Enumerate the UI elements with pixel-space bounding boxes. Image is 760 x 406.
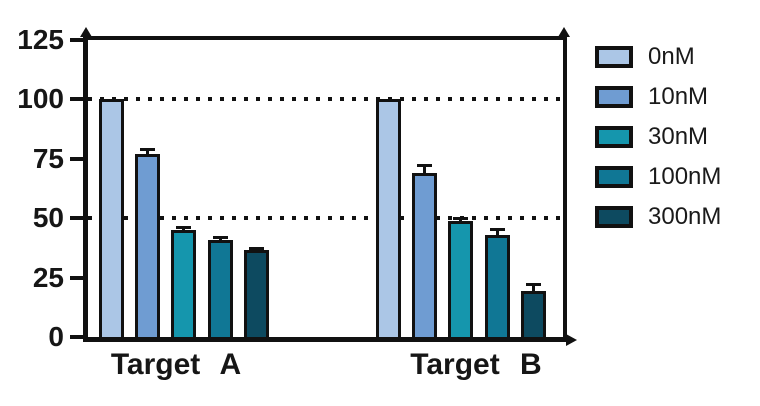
- top-border-arrow-icon: [557, 27, 570, 37]
- legend-label: 30nM: [648, 123, 709, 150]
- bar-100nM-target-a: [207, 239, 233, 337]
- legend-item-10nM: 10nM: [595, 83, 721, 110]
- error-bar-cap: [453, 216, 469, 220]
- y-axis-arrow-icon: [79, 27, 92, 37]
- bar-100nM-target-b: [484, 234, 510, 337]
- error-bar-cap: [248, 246, 264, 250]
- category-label-target-b: Target B: [410, 348, 542, 381]
- error-bar: [531, 284, 535, 291]
- legend-item-30nM: 30nM: [595, 123, 721, 150]
- y-tick-label: 50: [32, 202, 64, 234]
- category-label-target-a: Target A: [110, 348, 242, 381]
- plot-frame: [83, 36, 567, 342]
- legend-label: 300nM: [648, 203, 722, 230]
- error-bar-cap: [489, 227, 505, 231]
- legend: 0nM 10nM 30nM 100nM 300nM: [595, 43, 722, 246]
- y-tick-mark: [70, 38, 83, 42]
- error-bar-cap: [525, 282, 541, 286]
- legend-label: 0nM: [648, 43, 695, 70]
- bar-10nM-target-b: [412, 173, 438, 337]
- y-tick-mark: [70, 275, 83, 280]
- bar-30nM-target-a: [171, 230, 197, 337]
- y-tick-mark: [70, 156, 83, 161]
- y-tick-label: 25: [32, 261, 64, 293]
- y-tick-mark: [70, 216, 83, 221]
- bar-0nM-target-a: [99, 99, 124, 337]
- legend-label: 100nM: [648, 163, 722, 190]
- gridline-50: [88, 216, 563, 221]
- bar-0nM-target-b: [376, 99, 401, 337]
- gridline-100: [88, 97, 563, 102]
- legend-item-300nM: 300nM: [595, 203, 722, 230]
- bar-30nM-target-b: [448, 220, 474, 337]
- y-tick-label: 125: [17, 24, 64, 55]
- legend-swatch-icon: [595, 86, 633, 108]
- legend-item-100nM: 100nM: [595, 163, 722, 190]
- error-bar-cap: [212, 235, 228, 239]
- y-tick-label: 100: [17, 83, 64, 115]
- error-bar-cap: [140, 147, 156, 151]
- error-bar-cap: [176, 226, 192, 230]
- y-tick-mark: [70, 97, 83, 102]
- x-axis-arrow-icon: [566, 333, 577, 346]
- legend-swatch-icon: [595, 166, 633, 188]
- error-bar: [146, 149, 150, 155]
- legend-swatch-icon: [595, 46, 633, 68]
- y-tick-label: 75: [32, 142, 64, 174]
- error-bar: [495, 229, 499, 235]
- legend-label: 10nM: [648, 83, 709, 110]
- plot-area: [88, 40, 563, 337]
- legend-swatch-icon: [595, 206, 633, 228]
- error-bar: [423, 165, 427, 174]
- legend-item-0nM: 0nM: [595, 43, 721, 70]
- error-bar-cap: [417, 164, 433, 168]
- legend-swatch-icon: [595, 126, 633, 148]
- bar-300nM-target-b: [520, 290, 546, 337]
- bar-10nM-target-a: [135, 154, 161, 337]
- bar-300nM-target-a: [243, 250, 269, 337]
- y-tick-mark: [70, 335, 83, 339]
- y-tick-label: 0: [48, 321, 64, 352]
